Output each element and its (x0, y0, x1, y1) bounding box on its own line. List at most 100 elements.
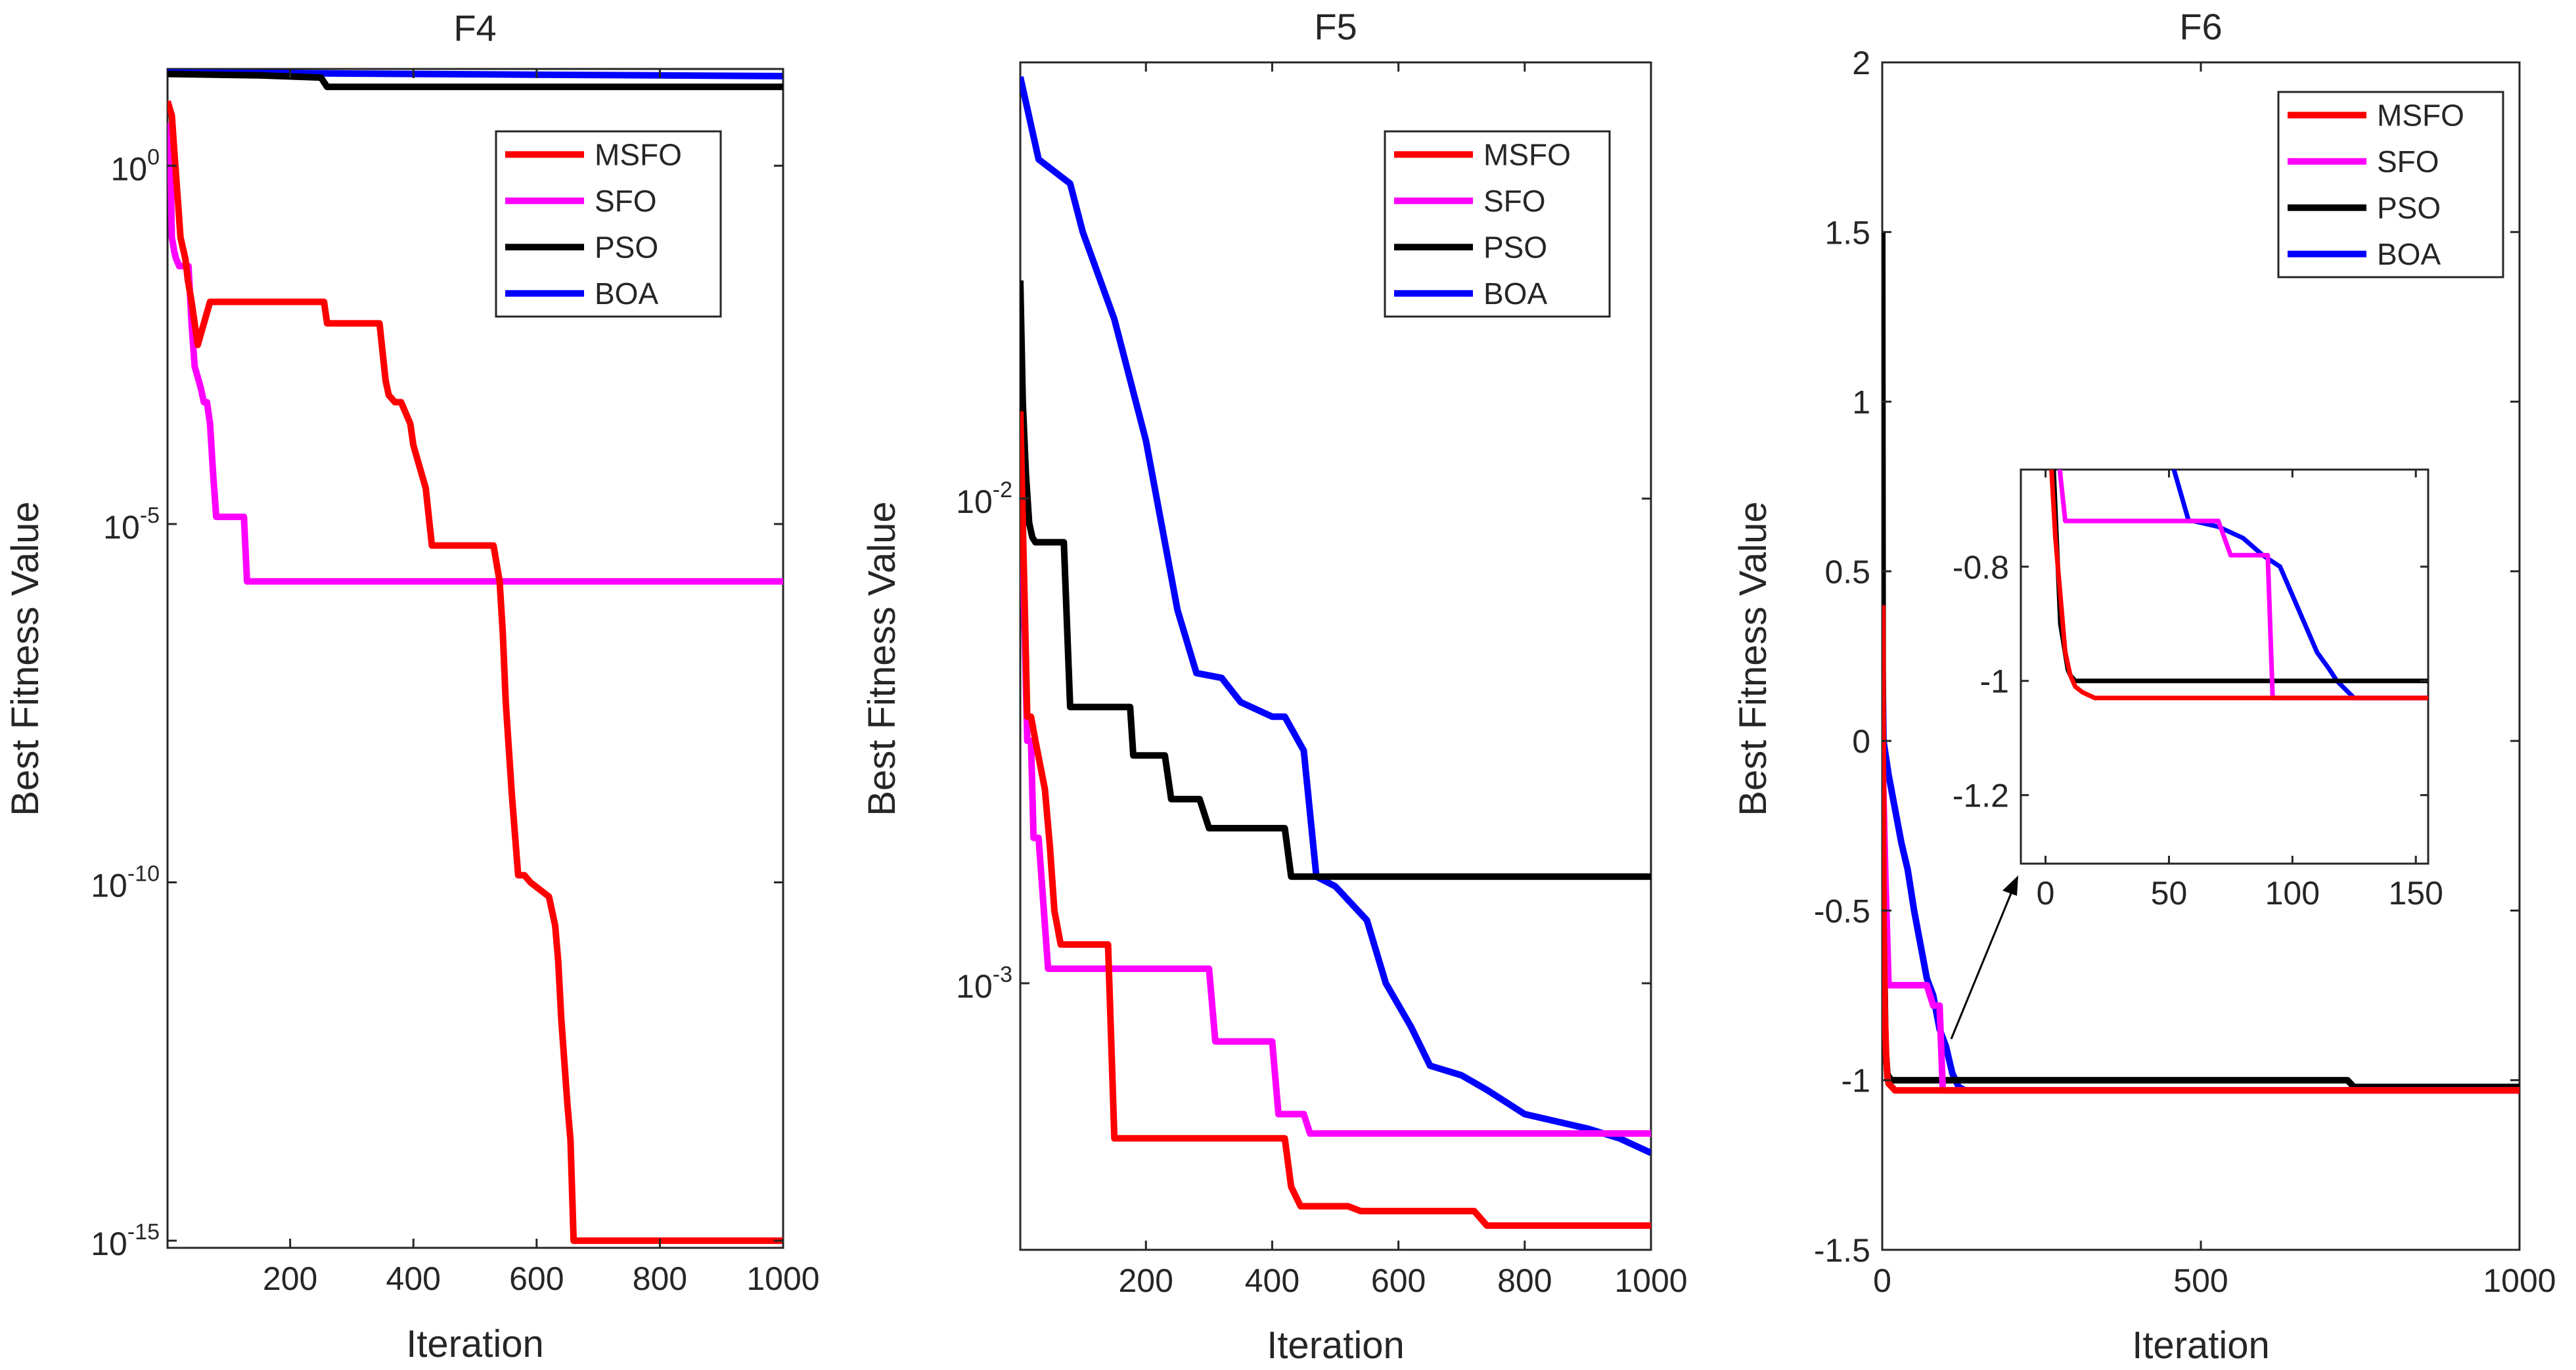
inset-y-ticks: -0.8 -1 -1.2 (1953, 549, 2428, 814)
legend-f5: MSFO SFO PSO BOA (1384, 130, 1611, 318)
inset-y-tick-label: -1 (1980, 663, 2009, 700)
y-tick-exponent: -2 (993, 477, 1012, 502)
series-line-msfo-f6 (1882, 605, 2520, 1094)
legend-box (2277, 91, 2504, 278)
inset-plot-area (2020, 468, 2429, 865)
y-tick-label: -1.5 (1814, 1232, 1870, 1269)
series-line-msfo-f4 (168, 100, 783, 1245)
y-tick-label: 10-3 (956, 962, 1012, 1005)
series-line-msfo-f5 (1020, 411, 1651, 1229)
y-tick-label: 1 (1852, 384, 1870, 421)
x-tick-label: 800 (633, 1260, 687, 1297)
inset-x-tick-label: 50 (2151, 875, 2188, 912)
x-tick-label: 500 (2173, 1262, 2228, 1299)
x-tick-label: 0 (1873, 1262, 1891, 1299)
y-tick-label: -1 (1842, 1063, 1870, 1099)
y-tick-base: 10 (91, 867, 127, 904)
inset-x-tick-label: 150 (2388, 875, 2443, 912)
legend-f6: MSFO SFO PSO BOA (2277, 91, 2504, 278)
legend-box (1384, 130, 1611, 318)
x-tick-label: 1000 (1614, 1262, 1687, 1299)
legend-label-boa: BOA (595, 276, 658, 311)
y-tick-label: 100 (110, 144, 160, 187)
inset-series-group (2049, 470, 2428, 701)
y-tick-exponent: -10 (127, 861, 160, 886)
inset-x-tick-label: 0 (2037, 875, 2055, 912)
y-tick-exponent: -5 (140, 503, 160, 528)
legend-label-msfo: MSFO (2377, 98, 2464, 132)
x-tick-label: 400 (386, 1260, 441, 1297)
inset-pointer-arrow (1950, 891, 2013, 1040)
legend-label-pso: PSO (2377, 190, 2441, 225)
series-line-sfo-f4 (168, 122, 783, 585)
x-tick-label: 400 (1245, 1262, 1299, 1299)
legend-label-sfo: SFO (1483, 184, 1546, 218)
y-tick-base: 10 (103, 509, 140, 546)
legend-label-boa: BOA (1483, 276, 1547, 311)
legend-label-sfo: SFO (2377, 144, 2439, 179)
y-axis-label-f6: Best Fitness Value (1732, 501, 1774, 816)
y-ticks-f6: -1.5 -1 -0.5 0 0.5 1 1.5 2 (1814, 45, 2520, 1269)
y-tick-label: -0.5 (1814, 893, 1870, 929)
inset-x-tick-label: 100 (2265, 875, 2320, 912)
inset-y-tick-label: -1.2 (1953, 778, 2009, 814)
chart-title-f6: F6 (2179, 6, 2222, 47)
x-tick-label: 1000 (746, 1260, 819, 1297)
inset-series-line-sfo (2057, 470, 2428, 701)
y-ticks-f5: 10-210-3 (956, 477, 1651, 1005)
y-tick-label: 0 (1852, 723, 1870, 760)
chart-panel-f6: -1.5-1-0.500.511.52 0 500 1000 F6 Iteratio… (1732, 6, 2556, 1367)
x-axis-label-f6: Iteration (2132, 1324, 2270, 1367)
y-tick-label: 10-2 (956, 477, 1012, 520)
y-tick-base: 10 (91, 1226, 127, 1262)
legend-label-boa: BOA (2377, 237, 2441, 271)
y-tick-base: 10 (956, 483, 993, 520)
x-tick-label: 600 (509, 1260, 564, 1297)
x-tick-label: 200 (263, 1260, 317, 1297)
chart-title-f5: F5 (1314, 6, 1357, 47)
x-ticks-f5: 200 400 600 800 1000 (1119, 62, 1688, 1299)
x-ticks-f6: 0 500 1000 (1873, 62, 2556, 1299)
y-tick-label: 10-15 (91, 1220, 160, 1262)
x-tick-label: 800 (1497, 1262, 1552, 1299)
inset-zoom-f6: -0.8 -1 -1.2 0 50 100 150 (1953, 468, 2443, 912)
x-tick-label: 200 (1119, 1262, 1173, 1299)
series-line-sfo-f5 (1020, 440, 1651, 1137)
y-tick-exponent: -15 (127, 1220, 160, 1245)
chart-title-f4: F4 (453, 7, 496, 49)
legend-label-sfo: SFO (595, 184, 657, 218)
y-tick-label: 1.5 (1824, 214, 1870, 251)
legend-label-msfo: MSFO (595, 137, 682, 171)
x-ticks-f4: 200 400 600 800 1000 (263, 69, 820, 1297)
legend-label-msfo: MSFO (1483, 137, 1571, 171)
y-tick-exponent: -3 (993, 962, 1012, 987)
inset-series-line-msfo (2049, 470, 2428, 701)
chart-panel-f5: 10-210-3 200 400 600 800 1000 F5 Iteration B… (861, 6, 1688, 1367)
y-tick-label: 10-5 (103, 503, 160, 546)
series-line-pso-f4 (168, 70, 783, 91)
y-tick-label: 0.5 (1824, 554, 1870, 590)
series-group-f4 (168, 69, 783, 1245)
legend-f4: MSFO SFO PSO BOA (495, 130, 722, 318)
legend-box (495, 130, 722, 318)
y-tick-base: 10 (956, 968, 993, 1005)
series-line-pso-f5 (1020, 280, 1651, 880)
x-tick-label: 1000 (2483, 1262, 2556, 1299)
y-tick-label: 10-10 (91, 861, 160, 904)
inset-x-ticks: 0 50 100 150 (2037, 470, 2443, 912)
series-line-boa-f5 (1020, 76, 1651, 1156)
legend-label-pso: PSO (1483, 230, 1547, 264)
x-tick-label: 600 (1371, 1262, 1426, 1299)
y-tick-label: 2 (1852, 45, 1870, 81)
x-axis-label-f5: Iteration (1267, 1324, 1405, 1367)
y-tick-base: 10 (110, 150, 147, 187)
x-axis-label-f4: Iteration (406, 1323, 544, 1365)
legend-label-pso: PSO (595, 230, 658, 264)
y-axis-label-f5: Best Fitness Value (861, 501, 903, 816)
inset-y-tick-label: -0.8 (1953, 549, 2009, 586)
series-group-f5 (1020, 76, 1651, 1229)
y-tick-exponent: 0 (147, 144, 160, 169)
